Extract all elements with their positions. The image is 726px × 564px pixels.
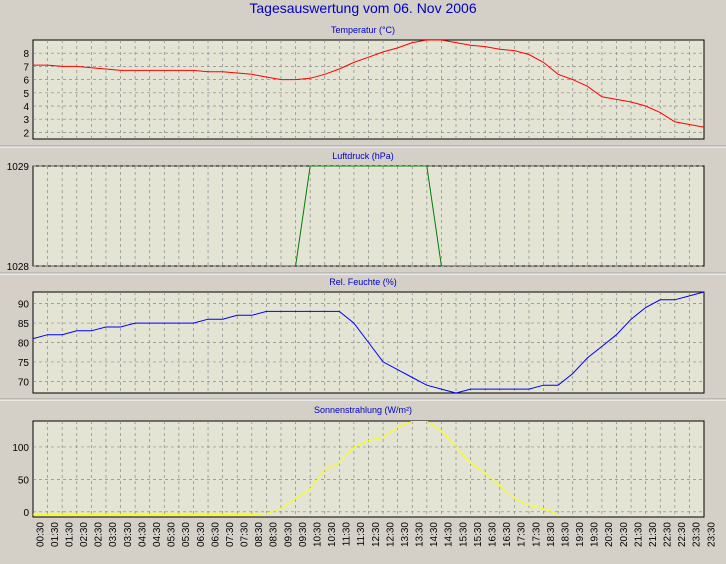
- x-tick-label: 18:30: [560, 522, 571, 547]
- x-tick-label: 14:30: [444, 522, 455, 547]
- x-tick-label: 10:30: [327, 522, 338, 547]
- series-line: [33, 292, 704, 393]
- x-tick-label: 08:30: [254, 522, 265, 547]
- x-tick-label: 19:30: [590, 522, 601, 547]
- y-tick-label: 90: [18, 300, 30, 311]
- x-tick-label: 12:30: [385, 522, 396, 547]
- x-tick-label: 17:30: [517, 522, 528, 547]
- x-tick-label: 21:30: [633, 522, 644, 547]
- x-tick-label: 07:30: [225, 522, 236, 547]
- x-tick-label: 04:30: [152, 522, 163, 547]
- y-tick-label: 4: [23, 102, 29, 113]
- panel-title: Rel. Feuchte (%): [329, 277, 397, 287]
- x-tick-label: 05:30: [181, 522, 192, 547]
- y-tick-label: 100: [12, 443, 29, 454]
- x-tick-label: 22:30: [663, 522, 674, 547]
- x-tick-label: 09:30: [283, 522, 294, 547]
- series-line: [33, 40, 704, 128]
- x-tick-label: 03:30: [108, 522, 119, 547]
- x-tick-label: 02:30: [79, 522, 90, 547]
- y-tick-label: 5: [23, 89, 29, 100]
- y-tick-label: 85: [18, 319, 30, 330]
- x-tick-label: 23:30: [692, 522, 703, 547]
- x-tick-label: 23:30: [706, 522, 717, 547]
- x-tick-label: 07:30: [240, 522, 251, 547]
- x-tick-label: 17:30: [531, 522, 542, 547]
- y-tick-label: 3: [23, 115, 29, 126]
- x-tick-label: 06:30: [210, 522, 221, 547]
- x-tick-label: 11:30: [342, 522, 353, 547]
- panel-title: Temperatur (°C): [331, 25, 395, 35]
- y-tick-label: 6: [23, 76, 29, 87]
- x-tick-label: 22:30: [677, 522, 688, 547]
- x-tick-label: 01:30: [50, 522, 61, 547]
- x-tick-label: 21:30: [648, 522, 659, 547]
- x-tick-label: 00:30: [35, 522, 46, 547]
- x-tick-label: 05:30: [167, 522, 178, 547]
- x-tick-label: 08:30: [269, 522, 280, 547]
- panel-title: Sonnenstrahlung (W/m²): [314, 405, 412, 415]
- x-tick-label: 12:30: [371, 522, 382, 547]
- series-line: [33, 421, 559, 515]
- x-tick-label: 14:30: [429, 522, 440, 547]
- x-tick-label: 11:30: [356, 522, 367, 547]
- y-tick-label: 70: [18, 377, 30, 388]
- x-tick-label: 15:30: [473, 522, 484, 547]
- y-tick-label: 50: [18, 475, 30, 486]
- y-tick-label: 7: [23, 62, 29, 73]
- x-tick-label: 13:30: [415, 522, 426, 547]
- x-tick-label: 19:30: [575, 522, 586, 547]
- x-tick-label: 10:30: [312, 522, 323, 547]
- x-tick-label: 06:30: [196, 522, 207, 547]
- y-tick-label: 2: [23, 128, 29, 139]
- x-tick-label: 04:30: [137, 522, 148, 547]
- x-tick-label: 20:30: [604, 522, 615, 547]
- x-tick-label: 15:30: [458, 522, 469, 547]
- y-tick-label: 1028: [7, 262, 30, 273]
- y-tick-label: 80: [18, 339, 30, 350]
- x-tick-label: 13:30: [400, 522, 411, 547]
- x-tick-label: 09:30: [298, 522, 309, 547]
- main-title: Tagesauswertung vom 06. Nov 2006: [249, 0, 476, 16]
- x-tick-label: 20:30: [619, 522, 630, 547]
- y-tick-label: 1029: [7, 162, 30, 173]
- x-tick-label: 18:30: [546, 522, 557, 547]
- x-tick-label: 02:30: [94, 522, 105, 547]
- y-tick-label: 0: [23, 508, 29, 519]
- y-tick-label: 8: [23, 49, 29, 60]
- x-tick-label: 03:30: [123, 522, 134, 547]
- y-tick-label: 75: [18, 358, 30, 369]
- x-tick-label: 16:30: [487, 522, 498, 547]
- panel-title: Luftdruck (hPa): [332, 151, 394, 161]
- x-tick-label: 01:30: [64, 522, 75, 547]
- x-tick-label: 16:30: [502, 522, 513, 547]
